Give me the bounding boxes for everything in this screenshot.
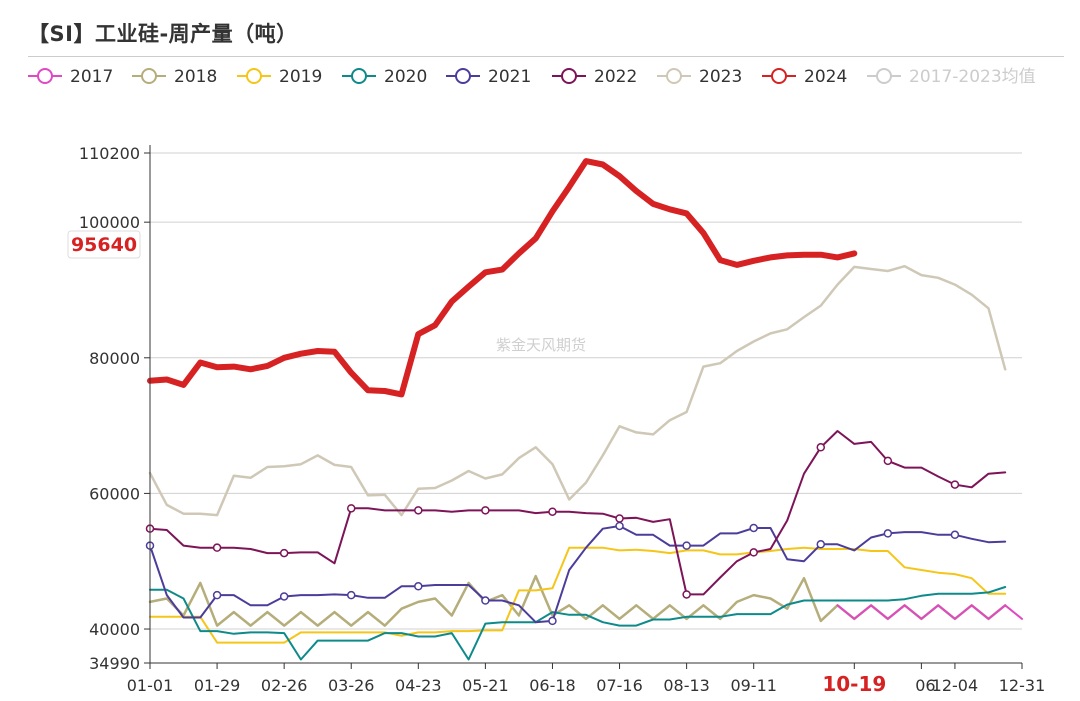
x-tick-label: 03-26 xyxy=(328,676,375,695)
x-tick-label: 06 xyxy=(915,676,935,695)
series-point-2022 xyxy=(481,506,490,515)
legend-marker xyxy=(351,68,367,84)
series-point-2022 xyxy=(682,590,691,599)
current-value-highlight: 95640 xyxy=(67,230,141,259)
x-tick-label: 06-18 xyxy=(529,676,576,695)
legend-marker xyxy=(37,68,53,84)
y-tick-label: 34990 xyxy=(89,654,140,673)
current-value-label: 95640 xyxy=(71,234,137,256)
legend-label: 2017-2023均值 xyxy=(909,67,1036,87)
legend-marker xyxy=(455,68,471,84)
series-line-2021 xyxy=(149,525,1007,624)
legend-marker xyxy=(561,68,577,84)
series-line-2024 xyxy=(147,158,858,398)
chart-axes: 34990 40000 60000 80000 100000 110200 01-01 01-… xyxy=(79,144,1045,696)
series-point-2021 xyxy=(548,616,557,626)
legend-label: 2024 xyxy=(804,67,847,87)
legend-label: 2020 xyxy=(384,67,427,87)
series-line-2019 xyxy=(149,546,1007,644)
x-tick-label-current: 10-19 xyxy=(822,672,886,696)
chart-legend[interactable]: 2017 2018 2019 2020 2021 2022 2023 2024 2017-202… xyxy=(28,67,1036,87)
series-point-2022 xyxy=(816,443,826,452)
legend-label: 2023 xyxy=(699,67,742,87)
legend-marker xyxy=(141,68,157,84)
series-point-2022 xyxy=(548,507,557,516)
series-line-2017 xyxy=(836,604,1023,620)
series-point-2021 xyxy=(279,592,289,601)
series-point-2021 xyxy=(414,582,423,591)
chart-grid xyxy=(150,152,1022,630)
y-tick-label: 60000 xyxy=(89,484,140,503)
chart-series xyxy=(145,158,1023,661)
x-tick-label: 12-04 xyxy=(932,676,979,695)
series-point-2022 xyxy=(279,548,289,558)
series-line-2022 xyxy=(149,430,1007,596)
series-point-2021 xyxy=(950,530,960,540)
series-point-2022 xyxy=(414,506,423,515)
legend-label: 2018 xyxy=(174,67,217,87)
x-tick-label: 01-01 xyxy=(127,676,174,695)
legend-label: 2022 xyxy=(594,67,637,87)
legend-marker xyxy=(246,68,262,84)
legend-marker xyxy=(666,68,682,84)
series-point-2021 xyxy=(615,521,624,531)
series-point-2022 xyxy=(615,514,624,523)
legend-label: 2021 xyxy=(488,67,531,87)
x-tick-label: 09-11 xyxy=(730,676,777,695)
series-point-2022 xyxy=(749,548,758,557)
series-point-2021 xyxy=(481,596,490,605)
series-point-2021 xyxy=(883,529,893,538)
series-point-2022 xyxy=(950,480,960,489)
legend-label: 2019 xyxy=(279,67,322,87)
chart-title: 【SI】工业硅-周产量（吨） xyxy=(28,22,298,46)
series-point-2022 xyxy=(883,456,893,466)
y-tick-label: 110200 xyxy=(79,144,140,163)
x-tick-label: 07-16 xyxy=(596,676,643,695)
legend-marker xyxy=(876,68,892,84)
x-tick-label: 02-26 xyxy=(261,676,308,695)
series-point-2022 xyxy=(346,504,356,513)
series-point-2022 xyxy=(212,543,222,552)
series-point-2021 xyxy=(749,523,758,533)
watermark: 紫金天风期货 xyxy=(496,336,586,354)
y-tick-label: 100000 xyxy=(79,213,140,232)
y-tick-label: 80000 xyxy=(89,349,140,368)
legend-label: 2017 xyxy=(70,67,113,87)
x-tick-label: 04-23 xyxy=(395,676,442,695)
series-point-2021 xyxy=(212,590,222,600)
series-line-2020 xyxy=(149,586,1007,661)
x-tick-label: 12-31 xyxy=(999,676,1046,695)
series-point-2021 xyxy=(682,541,691,550)
x-tick-label: 01-29 xyxy=(194,676,241,695)
series-line-2023 xyxy=(148,264,1007,517)
series-point-2021 xyxy=(346,590,356,600)
title-divider xyxy=(28,56,1064,57)
legend-marker xyxy=(771,68,787,84)
x-tick-label: 05-21 xyxy=(462,676,509,695)
series-point-2021 xyxy=(816,540,826,549)
y-tick-label: 40000 xyxy=(89,620,140,639)
current-value-box xyxy=(67,230,141,259)
x-tick-label: 08-13 xyxy=(663,676,710,695)
